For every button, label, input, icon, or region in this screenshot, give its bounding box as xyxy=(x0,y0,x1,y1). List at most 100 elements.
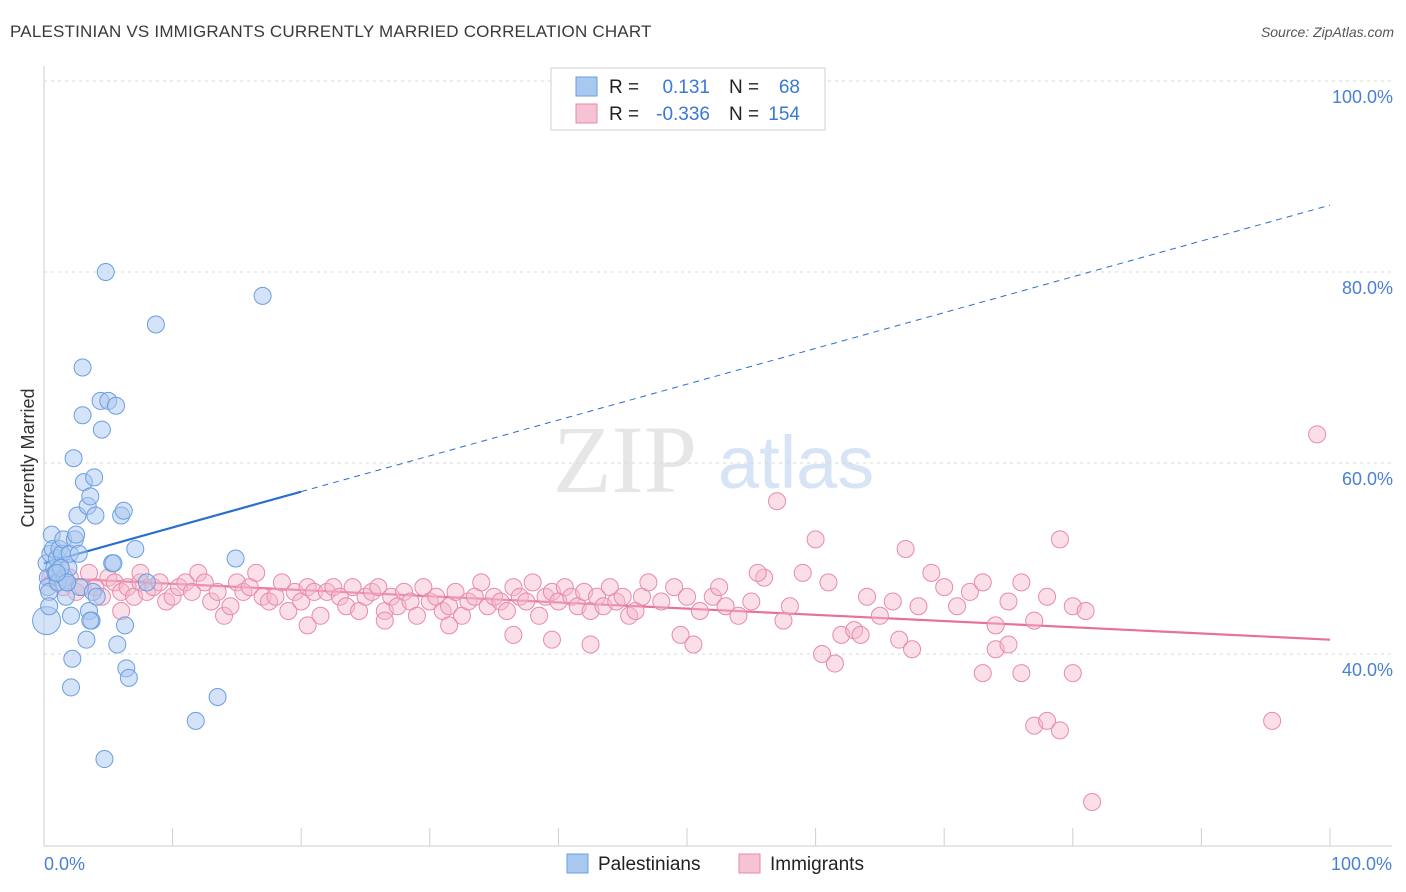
palestinians-point xyxy=(186,711,205,730)
immigrants-point xyxy=(903,640,922,659)
chart-title: PALESTINIAN VS IMMIGRANTS CURRENTLY MARR… xyxy=(10,22,652,41)
legend-r-value-0: 0.131 xyxy=(662,77,710,98)
immigrants-point xyxy=(208,582,227,601)
bottom-legend-immigrants: Immigrants xyxy=(770,854,864,875)
legend-n-label-1: N = xyxy=(729,104,759,125)
immigrants-point xyxy=(1308,425,1327,444)
immigrants-point xyxy=(163,587,182,606)
palestinians-point xyxy=(77,630,96,649)
palestinians-point xyxy=(137,573,156,592)
palestinians-point xyxy=(87,587,106,606)
palestinians-point xyxy=(92,420,111,439)
source-note: Source: ZipAtlas.com xyxy=(1260,24,1394,40)
palestinians-point xyxy=(85,468,104,487)
stats-legend: R = 0.131 N = 68 R = -0.336 N = 154 xyxy=(550,67,826,131)
immigrants-point xyxy=(1012,573,1031,592)
legend-r-label-1: R = xyxy=(609,104,639,125)
immigrants-point xyxy=(221,597,240,616)
immigrants-point xyxy=(587,587,606,606)
palestinians-trend-dashed xyxy=(301,204,1331,493)
x-tick-label-100: 100.0% xyxy=(1331,854,1392,874)
watermark-zip: ZIP xyxy=(553,406,697,513)
palestinians-point xyxy=(119,668,138,687)
immigrants-point xyxy=(851,625,870,644)
immigrants-point xyxy=(215,606,234,625)
immigrants-point xyxy=(806,530,825,549)
gridlines xyxy=(44,80,1392,655)
immigrants-point xyxy=(523,573,542,592)
palestinians-points xyxy=(32,263,272,769)
immigrants-point xyxy=(279,602,298,621)
immigrants-point xyxy=(671,625,690,644)
palestinians-point xyxy=(104,554,123,573)
immigrants-point xyxy=(581,635,600,654)
immigrants-point xyxy=(825,654,844,673)
immigrants-point xyxy=(774,611,793,630)
bottom-legend-palestinians: Palestinians xyxy=(598,854,700,875)
immigrants-point xyxy=(407,606,426,625)
legend-n-label-0: N = xyxy=(729,77,759,98)
immigrants-point xyxy=(491,592,510,611)
immigrants-point xyxy=(1050,530,1069,549)
immigrants-point xyxy=(890,630,909,649)
y-tick-label-100: 100.0% xyxy=(1332,87,1393,107)
immigrants-point xyxy=(999,592,1018,611)
immigrants-point xyxy=(729,606,748,625)
palestinians-point xyxy=(73,358,92,377)
palestinians-point xyxy=(67,525,86,544)
palestinians-point xyxy=(107,396,126,415)
immigrants-point xyxy=(690,602,709,621)
immigrants-point xyxy=(305,582,324,601)
y-axis-label: Currently Married xyxy=(18,388,38,527)
y-tick-label-80: 80.0% xyxy=(1342,278,1393,298)
immigrants-point xyxy=(555,578,574,597)
palestinians-point xyxy=(47,563,66,582)
palestinians-point xyxy=(114,501,133,520)
immigrants-point xyxy=(742,592,761,611)
immigrants-point xyxy=(1263,711,1282,730)
palestinians-point xyxy=(69,544,88,563)
palestinians-point xyxy=(226,549,245,568)
immigrants-point xyxy=(369,578,388,597)
immigrants-point xyxy=(973,664,992,683)
y-tick-labels: 40.0% 60.0% 80.0% 100.0% xyxy=(1332,87,1393,680)
immigrants-point xyxy=(330,587,349,606)
palestinians-point xyxy=(108,635,127,654)
immigrants-point xyxy=(1063,664,1082,683)
immigrants-point xyxy=(613,587,632,606)
immigrants-point xyxy=(343,578,362,597)
immigrants-point xyxy=(960,582,979,601)
immigrants-points xyxy=(41,425,1327,812)
legend-swatch-palestinians xyxy=(575,76,598,97)
palestinians-point xyxy=(253,286,272,305)
immigrants-point xyxy=(639,573,658,592)
immigrants-point xyxy=(517,592,536,611)
palestinians-point xyxy=(64,449,83,468)
palestinians-point xyxy=(73,406,92,425)
immigrants-point xyxy=(883,592,902,611)
immigrants-point xyxy=(793,563,812,582)
immigrants-point xyxy=(311,606,330,625)
immigrants-point xyxy=(678,587,696,606)
series-legend: Palestinians Immigrants xyxy=(566,853,864,875)
immigrants-point xyxy=(1025,611,1044,630)
immigrants-point xyxy=(504,578,523,597)
immigrants-point xyxy=(440,616,459,635)
palestinians-point xyxy=(146,315,165,334)
immigrants-point xyxy=(1038,711,1057,730)
immigrants-point xyxy=(298,616,317,635)
immigrants-point xyxy=(819,573,838,592)
immigrants-point xyxy=(986,616,1005,635)
immigrants-point xyxy=(202,592,221,611)
immigrants-point xyxy=(716,597,735,616)
immigrants-point xyxy=(813,645,832,663)
palestinians-point xyxy=(62,606,81,625)
palestinians-point xyxy=(81,611,100,630)
axes xyxy=(43,66,1392,847)
palestinians-point xyxy=(62,678,81,697)
immigrants-point xyxy=(922,563,941,582)
immigrants-point xyxy=(504,625,523,644)
immigrants-point xyxy=(748,563,767,582)
immigrants-point xyxy=(1083,793,1102,812)
immigrants-point xyxy=(665,578,684,597)
